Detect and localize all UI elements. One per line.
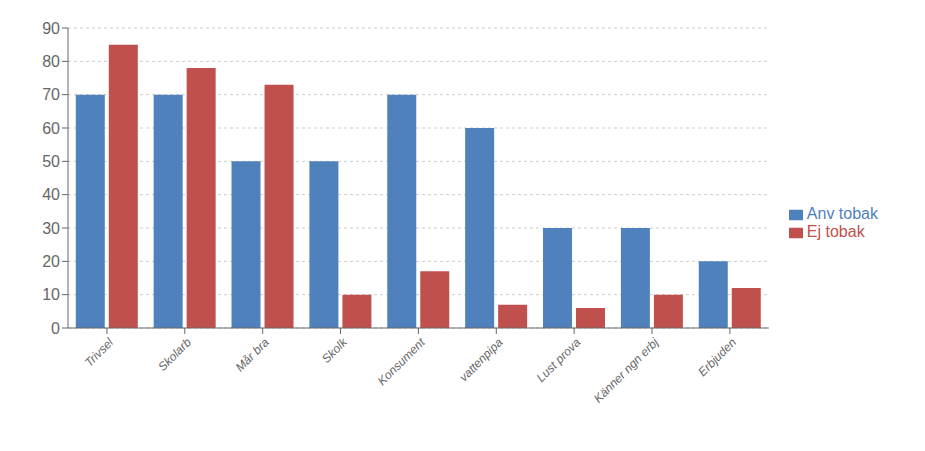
html-text:Ej tobak: Ej tobak [806, 223, 865, 240]
svg-text:50: 50 [42, 153, 60, 170]
svg-text:80: 80 [42, 53, 60, 70]
svg-text:0: 0 [51, 320, 60, 337]
svg-text:vattenpipa: vattenpipa [456, 335, 505, 384]
svg-text:70: 70 [42, 86, 60, 103]
svg-text:30: 30 [42, 220, 60, 237]
svg-text:Erbjuden: Erbjuden [695, 335, 739, 379]
svg-text:20: 20 [42, 253, 60, 270]
svg-text:Trivsel: Trivsel [82, 335, 116, 369]
svg-text:Skolk: Skolk [319, 335, 350, 366]
svg-text:40: 40 [42, 186, 60, 203]
svg-text:90: 90 [42, 20, 60, 37]
svg-text:10: 10 [42, 286, 60, 303]
svg-text:Känner ngn erbj: Känner ngn erbj [591, 335, 662, 406]
html-text:Anv tobak: Anv tobak [806, 205, 878, 222]
svg-text:Skolarb: Skolarb [155, 335, 194, 374]
svg-text:Konsument: Konsument [375, 335, 428, 388]
svg-text:60: 60 [42, 120, 60, 137]
svg-text:Mår bra: Mår bra [233, 335, 272, 374]
svg-text:Lust prova: Lust prova [534, 335, 584, 385]
